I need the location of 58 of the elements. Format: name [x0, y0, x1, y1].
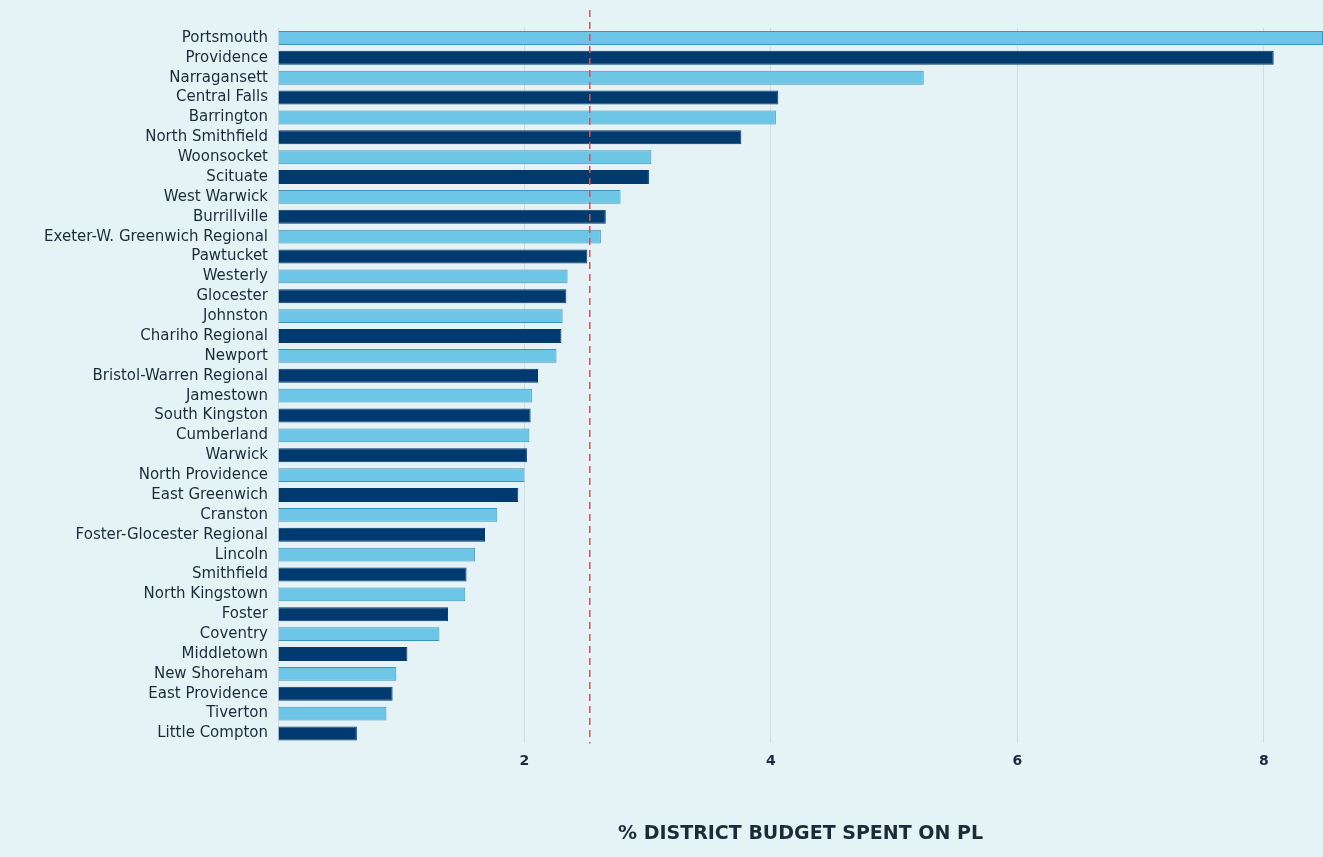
y-tick-label: Central Falls [176, 87, 269, 106]
bar [278, 289, 567, 304]
y-tick-label: Middletown [181, 643, 268, 662]
y-tick-label: North Providence [138, 465, 268, 484]
y-tick-label: Warwick [205, 445, 269, 464]
y-tick-label: Jamestown [184, 385, 268, 404]
y-tick-label: Smithfield [191, 564, 268, 583]
y-tick-label: Tiverton [205, 703, 268, 722]
bar [278, 90, 779, 105]
bar [278, 567, 467, 582]
x-tick-label: 2 [519, 752, 530, 769]
y-tick-label: Burrillville [193, 206, 268, 225]
y-tick-label: East Greenwich [151, 484, 268, 503]
y-tick-label: Coventry [199, 623, 269, 642]
y-tick-label: Foster-Glocester Regional [75, 524, 268, 543]
y-tick-label: Barrington [188, 107, 268, 126]
bar [278, 249, 588, 264]
bar [278, 726, 357, 741]
y-tick-label: Bristol-Warren Regional [92, 365, 268, 384]
bar [278, 686, 393, 701]
bar [278, 647, 408, 661]
y-tick-label: Providence [185, 47, 268, 66]
y-tick-label: Woonsocket [177, 147, 269, 166]
bar [278, 130, 742, 145]
y-tick-label: Chariho Regional [140, 325, 268, 344]
y-tick-label: Westerly [202, 266, 269, 285]
y-tick-label: North Kingstown [143, 584, 268, 603]
x-axis-title: % DISTRICT BUDGET SPENT ON PL [618, 820, 983, 843]
bar [278, 209, 606, 224]
y-tick-label: North Smithfield [145, 127, 268, 146]
bar [278, 527, 486, 542]
x-tick-label: 6 [1012, 752, 1023, 769]
bar [278, 448, 527, 463]
y-tick-label: Pawtucket [191, 246, 269, 265]
bar [278, 408, 531, 423]
y-tick-label: East Providence [148, 683, 268, 702]
x-tick-label: 8 [1258, 752, 1269, 769]
y-tick-label: Glocester [196, 286, 269, 305]
y-tick-label: Little Compton [157, 723, 268, 742]
bar [278, 170, 649, 184]
y-tick-label: Lincoln [214, 544, 268, 563]
y-tick-label: Portsmouth [181, 27, 268, 46]
bar [278, 488, 519, 502]
bar [278, 607, 449, 622]
y-tick-label: Johnston [202, 306, 268, 325]
bar [278, 368, 539, 383]
bar [278, 329, 562, 343]
y-tick-label: West Warwick [163, 186, 269, 205]
y-tick-label: Exeter-W. Greenwich Regional [44, 226, 268, 245]
y-tick-label: South Kingston [154, 405, 268, 424]
y-tick-label: Scituate [206, 166, 268, 185]
y-tick-label: Cumberland [176, 425, 268, 444]
x-tick-label: 4 [766, 752, 777, 769]
y-tick-label: New Shoreham [153, 663, 268, 682]
y-tick-label: Foster [221, 604, 269, 623]
y-tick-label: Newport [204, 345, 269, 364]
y-tick-label: Narragansett [169, 67, 269, 86]
y-tick-label: Cranston [200, 504, 268, 523]
